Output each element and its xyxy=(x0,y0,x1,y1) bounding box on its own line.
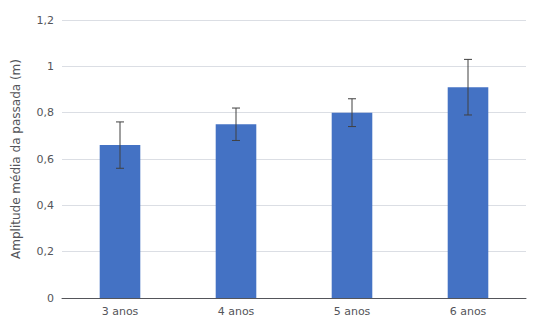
svg-text:0,8: 0,8 xyxy=(37,106,55,119)
svg-text:Amplitude média da passada (m): Amplitude média da passada (m) xyxy=(9,59,23,259)
svg-text:0,2: 0,2 xyxy=(37,245,55,258)
svg-text:5 anos: 5 anos xyxy=(334,305,371,318)
svg-text:6 anos: 6 anos xyxy=(450,305,487,318)
svg-text:3 anos: 3 anos xyxy=(102,305,139,318)
svg-text:4 anos: 4 anos xyxy=(218,305,255,318)
svg-text:1,2: 1,2 xyxy=(37,14,55,27)
svg-text:0,4: 0,4 xyxy=(37,199,55,212)
svg-text:0,6: 0,6 xyxy=(37,153,55,166)
svg-text:1: 1 xyxy=(47,60,54,73)
svg-text:0: 0 xyxy=(47,292,54,305)
